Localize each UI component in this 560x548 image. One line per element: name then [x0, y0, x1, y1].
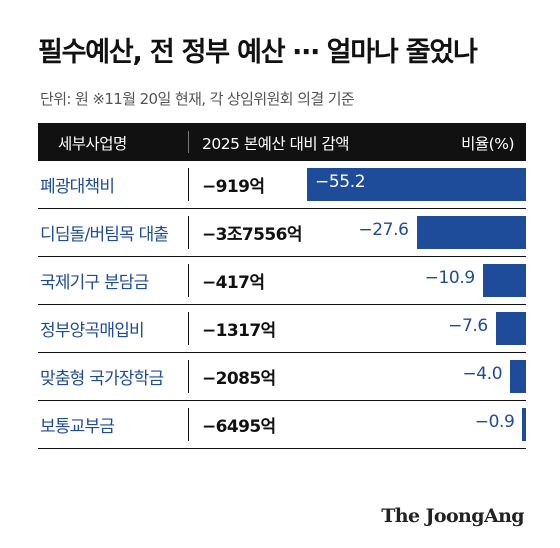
data-bar [307, 168, 526, 201]
data-bar [510, 360, 526, 393]
value-label: −55.2 [315, 172, 366, 192]
column-divider [188, 312, 189, 345]
amount-label: −6495억 [202, 417, 276, 437]
data-bar [482, 264, 526, 297]
column-divider [188, 360, 189, 393]
category-label: 정부양곡매입비 [40, 321, 145, 341]
column-divider [188, 216, 189, 249]
category-label: 폐광대책비 [40, 177, 115, 197]
category-label: 맞춤형 국가장학금 [40, 369, 164, 389]
amount-label: −1317억 [202, 321, 276, 341]
chart-title: 필수예산, 전 정부 예산 ⋯ 얼마나 줄었나 [38, 37, 478, 68]
table-header: 세부사업명 2025 본예산 대비 감액 비율(%) [38, 123, 526, 161]
table-row: 국제기구 분담금 −417억 −10.9 [38, 257, 526, 305]
value-label: −0.9 [474, 412, 515, 432]
column-divider [188, 408, 189, 441]
table-row: 디딤돌/버팀목 대출 −3조7556억 −27.6 [38, 209, 526, 257]
data-bar [416, 216, 526, 249]
amount-label: −3조7556억 [202, 225, 302, 245]
category-label: 디딤돌/버팀목 대출 [40, 225, 169, 245]
table-row: 폐광대책비 −919억 −55.2 [38, 161, 526, 209]
brand-logo: The JoongAng [381, 505, 524, 527]
amount-label: −417억 [202, 273, 265, 293]
data-bar [495, 312, 526, 345]
value-label: −27.6 [358, 220, 409, 240]
value-label: −10.9 [424, 268, 476, 288]
chart-rows: 폐광대책비 −919억 −55.2 디딤돌/버팀목 대출 −3조7556억 −27.6 국제… [38, 161, 526, 449]
category-label: 보통교부금 [40, 417, 115, 437]
header-ratio: 비율(%) [461, 135, 514, 153]
value-label: −7.6 [448, 316, 488, 336]
header-divider [188, 131, 189, 153]
chart-subtitle: 단위: 원 ※11월 20일 현재, 각 상임위원회 의결 기준 [40, 90, 355, 108]
value-label: −4.0 [462, 364, 503, 384]
data-bar [522, 408, 526, 441]
table-row: 보통교부금 −6495억 −0.9 [38, 401, 526, 449]
header-amount: 2025 본예산 대비 감액 [202, 135, 350, 153]
amount-label: −919억 [202, 177, 265, 197]
table-row: 정부양곡매입비 −1317억 −7.6 [38, 305, 526, 353]
column-divider [188, 264, 189, 297]
table-row: 맞춤형 국가장학금 −2085억 −4.0 [38, 353, 526, 401]
category-label: 국제기구 분담금 [40, 273, 149, 293]
header-name: 세부사업명 [58, 135, 127, 153]
amount-label: −2085억 [202, 369, 276, 389]
column-divider [188, 168, 189, 201]
